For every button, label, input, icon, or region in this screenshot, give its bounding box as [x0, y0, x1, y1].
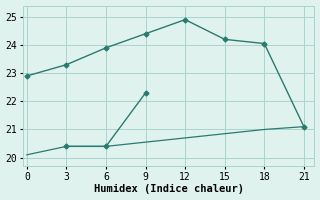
- X-axis label: Humidex (Indice chaleur): Humidex (Indice chaleur): [94, 184, 244, 194]
